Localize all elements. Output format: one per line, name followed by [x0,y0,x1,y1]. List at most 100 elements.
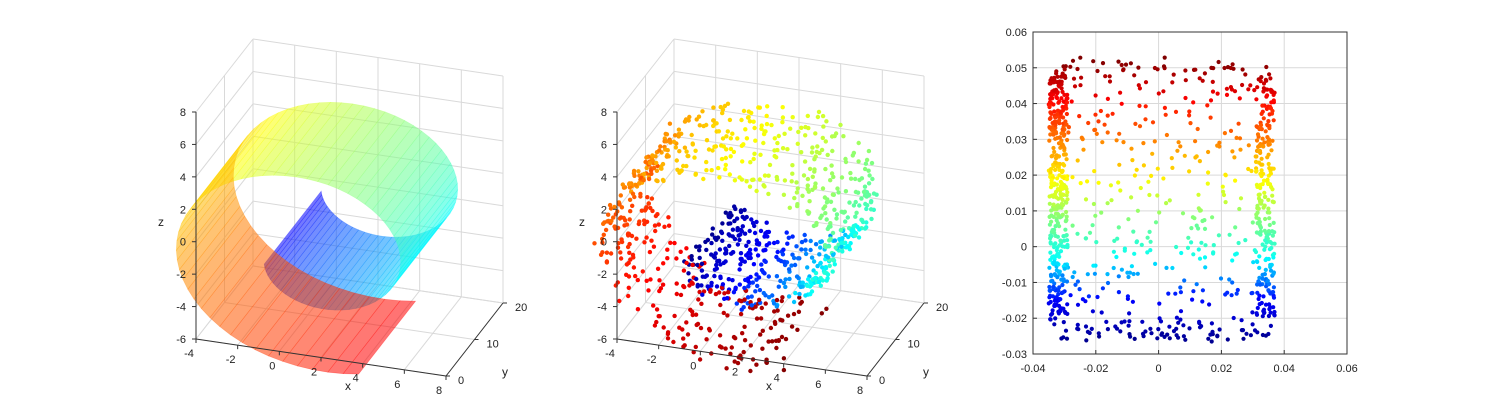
z-tick-label: -4 [176,302,186,314]
scatter-point [627,250,632,255]
scatter-point [652,323,658,328]
x-tick-label: 8 [857,385,863,397]
scatter-point [1059,114,1064,119]
scatter-point [769,122,774,128]
scatter-point [655,266,661,271]
scatter-point [717,290,722,295]
scatter-point [1107,74,1112,79]
scatter-point [1231,315,1236,321]
x-tick-label: -4 [184,348,194,360]
scatter-point [684,163,689,169]
scatter-point [1064,111,1069,117]
scatter-point [1246,166,1251,172]
scatter-point [625,232,631,237]
scatter-point [664,154,670,159]
scatter-point [811,259,817,264]
scatter-point [665,331,671,337]
scatter-point [766,173,771,178]
scatter-point [1047,214,1052,219]
scatter-point [746,284,751,289]
scatter-point [805,265,810,270]
scatter-point [681,336,686,341]
scatter-point [1271,295,1277,300]
scatter-point [1060,71,1065,76]
scatter-point [1105,327,1110,332]
scatter-point [1170,265,1175,271]
scatter-point [1058,195,1063,200]
scatter-point [799,150,804,155]
scatter-point [724,366,729,371]
scatter-point [1051,76,1056,82]
scatter-point [1053,316,1058,321]
scatter-point [1065,137,1070,143]
scatter-point [1107,79,1113,84]
scatter-point [1050,308,1055,313]
scatter-point [864,206,869,212]
scatter-point [1209,339,1214,344]
scatter-point [1265,278,1270,283]
scatter-point [1143,104,1148,109]
scatter-point [867,173,872,178]
scatter-point [1257,265,1262,270]
z-tick-label: 6 [180,139,186,151]
scatter-point [689,280,694,285]
x-tick-label: -2 [226,354,236,366]
scatter-point [693,148,698,153]
scatter-point [719,285,725,290]
scatter-point [1270,138,1275,143]
scatter-point [1217,140,1222,145]
z-axis-label: z [158,215,164,229]
z-gridline [252,38,504,77]
scatter-point [1047,116,1052,121]
scatter-point [714,262,719,268]
scatter-point [1225,337,1230,342]
scatter-point [1064,214,1069,219]
scatter-point [781,367,787,373]
scatter-point [1054,248,1059,253]
scatter-point [1049,154,1054,159]
scatter-point [1057,285,1062,290]
scatter-point [716,165,721,171]
scatter-point [689,132,694,138]
scatter-point [1264,240,1269,245]
scatter-point [1183,337,1188,342]
y-tick-label: 0.03 [1006,134,1027,146]
scatter-point [720,238,725,243]
scatter-point [639,208,644,213]
x-axis-label: x [766,379,772,393]
scatter-point [1185,245,1191,250]
scatter-point [1187,109,1192,114]
scatter-point [739,117,744,123]
scatter-point [731,334,737,340]
scatter-point [1271,255,1276,260]
scatter-point [1095,294,1100,300]
scatter-point [717,344,723,349]
scatter-point [1072,84,1078,89]
scatter-point [1055,164,1060,169]
scatter-point [674,256,679,261]
z-axis-label: z [579,215,585,229]
scatter-point [650,158,655,163]
x-tick-label: 6 [394,379,400,391]
scatter-point [618,215,624,220]
scatter-point [1064,177,1070,182]
scatter-point [815,114,821,120]
scatter-point [721,310,726,316]
x-tick-label: 0.02 [1211,363,1232,375]
scatter-point [1055,187,1060,192]
y-axis-label: y [502,365,508,379]
scatter-point [1268,310,1273,315]
scatter-point [608,251,614,256]
scatter-point [741,305,746,310]
scatter-point [653,213,659,219]
scatter-point [1169,156,1174,161]
scatter-point [630,203,635,208]
scatter-point [1210,89,1216,94]
scatter-point [1257,254,1262,259]
scatter-point [775,239,780,245]
scatter-point [820,186,826,191]
axis-lines [613,111,928,380]
scatter-point [843,245,849,250]
scatter-point [1187,169,1192,174]
scatter-point [637,181,642,186]
